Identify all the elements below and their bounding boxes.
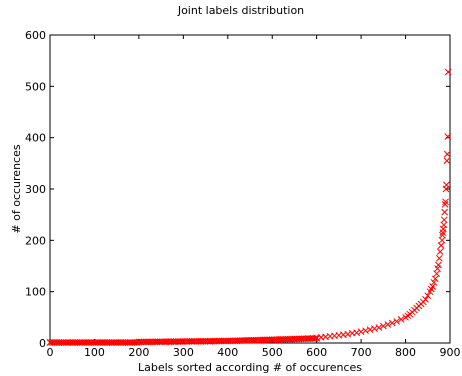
data-point (444, 133, 452, 140)
data-point (435, 261, 442, 269)
data-point (422, 296, 429, 303)
x-tick-label: 300 (173, 346, 194, 359)
tick-labels: 0 100 200 300 400 500 600 700 800 900 0 100 200 300 40… (25, 29, 461, 359)
data-point (444, 68, 452, 76)
x-axis-label: Labels sorted according # of occurences (138, 361, 362, 374)
data-point (443, 157, 451, 165)
x-tick-label: 600 (306, 346, 327, 359)
y-axis-label: # of occurences (10, 144, 23, 233)
data-point (397, 316, 405, 323)
x-tick-label: 800 (395, 346, 416, 359)
data-marks (46, 68, 452, 346)
data-point (440, 216, 448, 224)
x-tick-label: 500 (262, 346, 283, 359)
x-tick-label: 900 (440, 346, 461, 359)
data-point (433, 270, 441, 278)
data-point (441, 208, 449, 216)
data-point (435, 254, 443, 262)
data-point-dense (311, 335, 319, 342)
data-point (442, 198, 449, 206)
data-point (384, 321, 392, 328)
data-point (375, 324, 383, 331)
y-tick-label: 300 (25, 183, 46, 196)
y-tick-label: 500 (25, 80, 46, 93)
data-point (443, 150, 451, 158)
plot-frame (49, 34, 451, 344)
data-point (441, 201, 449, 208)
data-point (353, 329, 361, 337)
x-tick-label: 0 (47, 346, 54, 359)
data-point (371, 325, 378, 332)
data-point (379, 322, 387, 330)
x-tick-label: 100 (84, 346, 105, 359)
data-point (362, 327, 369, 335)
data-point (437, 242, 445, 249)
y-tick-label: 600 (25, 29, 46, 42)
data-point (430, 279, 438, 286)
x-tick-label: 700 (351, 346, 372, 359)
x-tick-label: 400 (217, 346, 238, 359)
x-tick-label: 200 (128, 346, 149, 359)
data-point-dense (313, 335, 321, 342)
data-point (439, 231, 446, 239)
y-tick-label: 200 (25, 234, 46, 247)
data-point (424, 292, 432, 300)
chart-title: Joint labels distribution (177, 4, 304, 17)
axis-ticks (49, 34, 451, 344)
data-point (429, 283, 437, 290)
data-point (431, 275, 439, 283)
data-point (436, 248, 444, 255)
data-point (393, 318, 401, 325)
data-point (443, 181, 450, 189)
data-point (357, 328, 365, 336)
data-point (388, 319, 396, 327)
y-tick-label: 400 (25, 132, 46, 145)
data-point (366, 326, 374, 334)
y-tick-label: 0 (39, 337, 46, 350)
data-point (344, 330, 352, 338)
y-tick-label: 100 (25, 286, 46, 299)
